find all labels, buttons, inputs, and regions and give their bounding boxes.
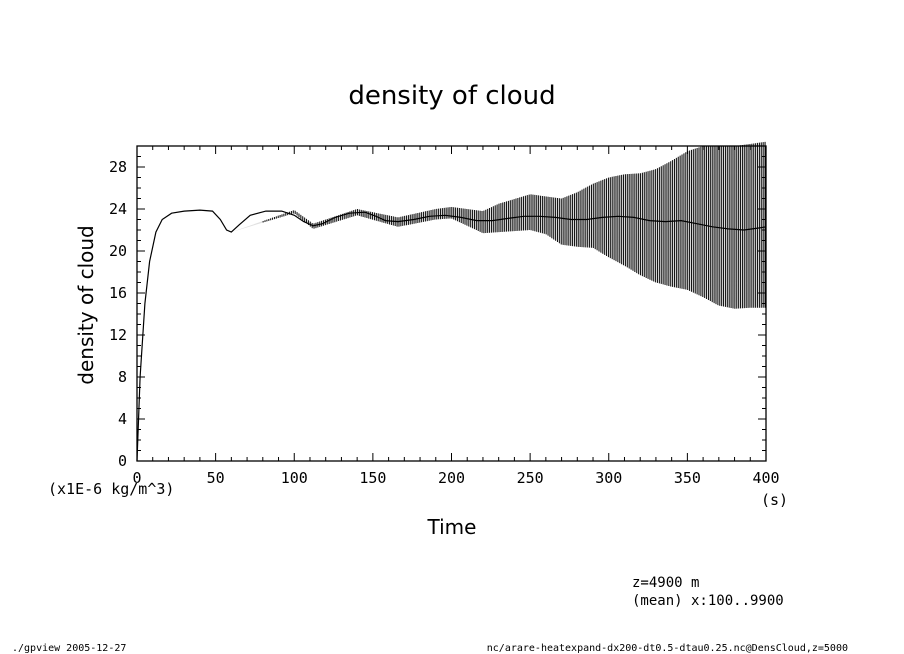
x-tick-label: 350 [674,469,701,487]
x-tick-label: 0 [132,469,141,487]
x-axis-title: Time [427,515,477,539]
x-axis: 0 50 100 150 200 250 300 350 400 [132,146,780,487]
footer-right: nc/arare-heatexpand-dx200-dt0.5-dtau0.25… [487,643,848,654]
footer-left: ./gpview 2005-12-27 [12,643,126,654]
oscillation-strokes [262,141,766,309]
plot-area [136,141,767,462]
y-tick-label: 4 [118,410,127,428]
x-tick-label: 200 [438,469,465,487]
chart-title: density of cloud [348,81,555,111]
x-tick-label: 250 [517,469,544,487]
y-axis-unit: (x1E-6 kg/m^3) [48,480,174,498]
density-line [136,209,767,462]
y-tick-label: 28 [109,158,127,176]
y-tick-label: 12 [109,326,127,344]
x-tick-label: 50 [207,469,225,487]
averaging-annotation: (mean) x:100..9900 [632,593,784,609]
y-tick-label: 8 [118,368,127,386]
y-axis: 0 4 8 12 16 20 24 28 [109,145,766,470]
x-tick-label: 300 [595,469,622,487]
z-level-annotation: z=4900 m [632,575,699,591]
y-tick-label: 0 [118,452,127,470]
x-tick-label: 150 [359,469,386,487]
x-axis-unit: (s) [761,491,788,509]
y-tick-label: 16 [109,284,127,302]
y-tick-label: 24 [109,200,127,218]
x-tick-label: 400 [752,469,779,487]
oscillation-band [137,141,766,462]
y-axis-title: density of cloud [74,225,98,384]
x-tick-label: 100 [281,469,308,487]
y-tick-label: 20 [109,242,127,260]
